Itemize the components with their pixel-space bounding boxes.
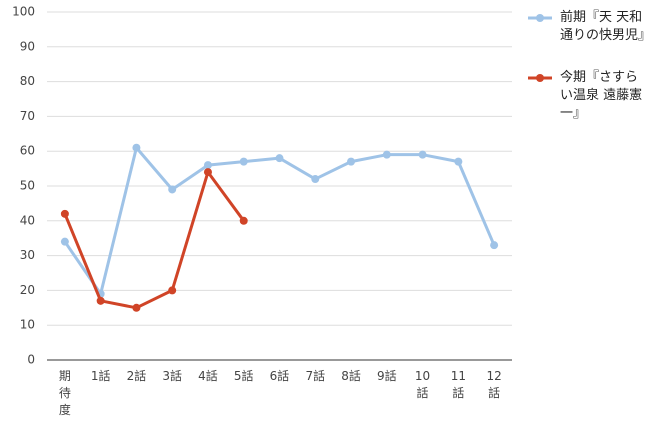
y-tick-label: 90: [20, 39, 35, 53]
x-tick-label: 4話: [198, 369, 218, 383]
legend-label: 前期『天 天和通りの快男児』: [560, 10, 652, 43]
data-point: [418, 150, 427, 159]
data-point: [490, 241, 499, 250]
x-tick-label: 3話: [162, 369, 182, 383]
data-point: [275, 154, 284, 163]
x-tick-label: 1話: [90, 369, 111, 383]
data-point: [168, 185, 177, 194]
legend-label: 今期『さすらい温泉 遠藤憲一』: [560, 70, 643, 121]
legend-marker: [536, 14, 544, 22]
y-tick-label: 20: [20, 283, 35, 297]
data-point: [203, 161, 212, 170]
y-tick-label: 60: [20, 144, 35, 158]
y-tick-label: 100: [12, 5, 35, 19]
data-point: [60, 209, 69, 218]
x-tick-label: 12話: [486, 369, 502, 400]
data-point: [132, 143, 141, 152]
data-point: [60, 237, 69, 246]
data-point: [239, 157, 248, 166]
x-tick-label: 7話: [305, 369, 326, 383]
data-point: [382, 150, 391, 159]
x-tick-label: 6話: [269, 369, 290, 383]
y-tick-label: 0: [27, 353, 35, 367]
data-point: [454, 157, 463, 166]
data-point: [132, 303, 141, 312]
data-point: [168, 286, 177, 295]
x-tick-label: 11話: [450, 369, 466, 400]
data-point: [347, 157, 356, 166]
y-tick-label: 30: [20, 248, 35, 262]
x-tick-label: 期待度: [58, 369, 71, 417]
y-tick-label: 80: [20, 74, 35, 88]
legend-marker: [536, 74, 544, 82]
x-tick-label: 9話: [376, 369, 397, 383]
y-tick-label: 70: [20, 109, 35, 123]
y-tick-label: 40: [20, 213, 35, 227]
x-tick-label: 5話: [233, 369, 254, 383]
data-point: [203, 168, 212, 177]
x-tick-label: 10話: [414, 369, 431, 400]
x-tick-label: 8話: [341, 369, 361, 383]
y-tick-label: 50: [20, 179, 35, 193]
data-point: [311, 175, 320, 184]
y-tick-label: 10: [20, 318, 35, 332]
data-point: [239, 216, 248, 225]
data-point: [96, 296, 105, 305]
series-line: [63, 170, 245, 310]
x-tick-label: 2話: [126, 369, 147, 383]
